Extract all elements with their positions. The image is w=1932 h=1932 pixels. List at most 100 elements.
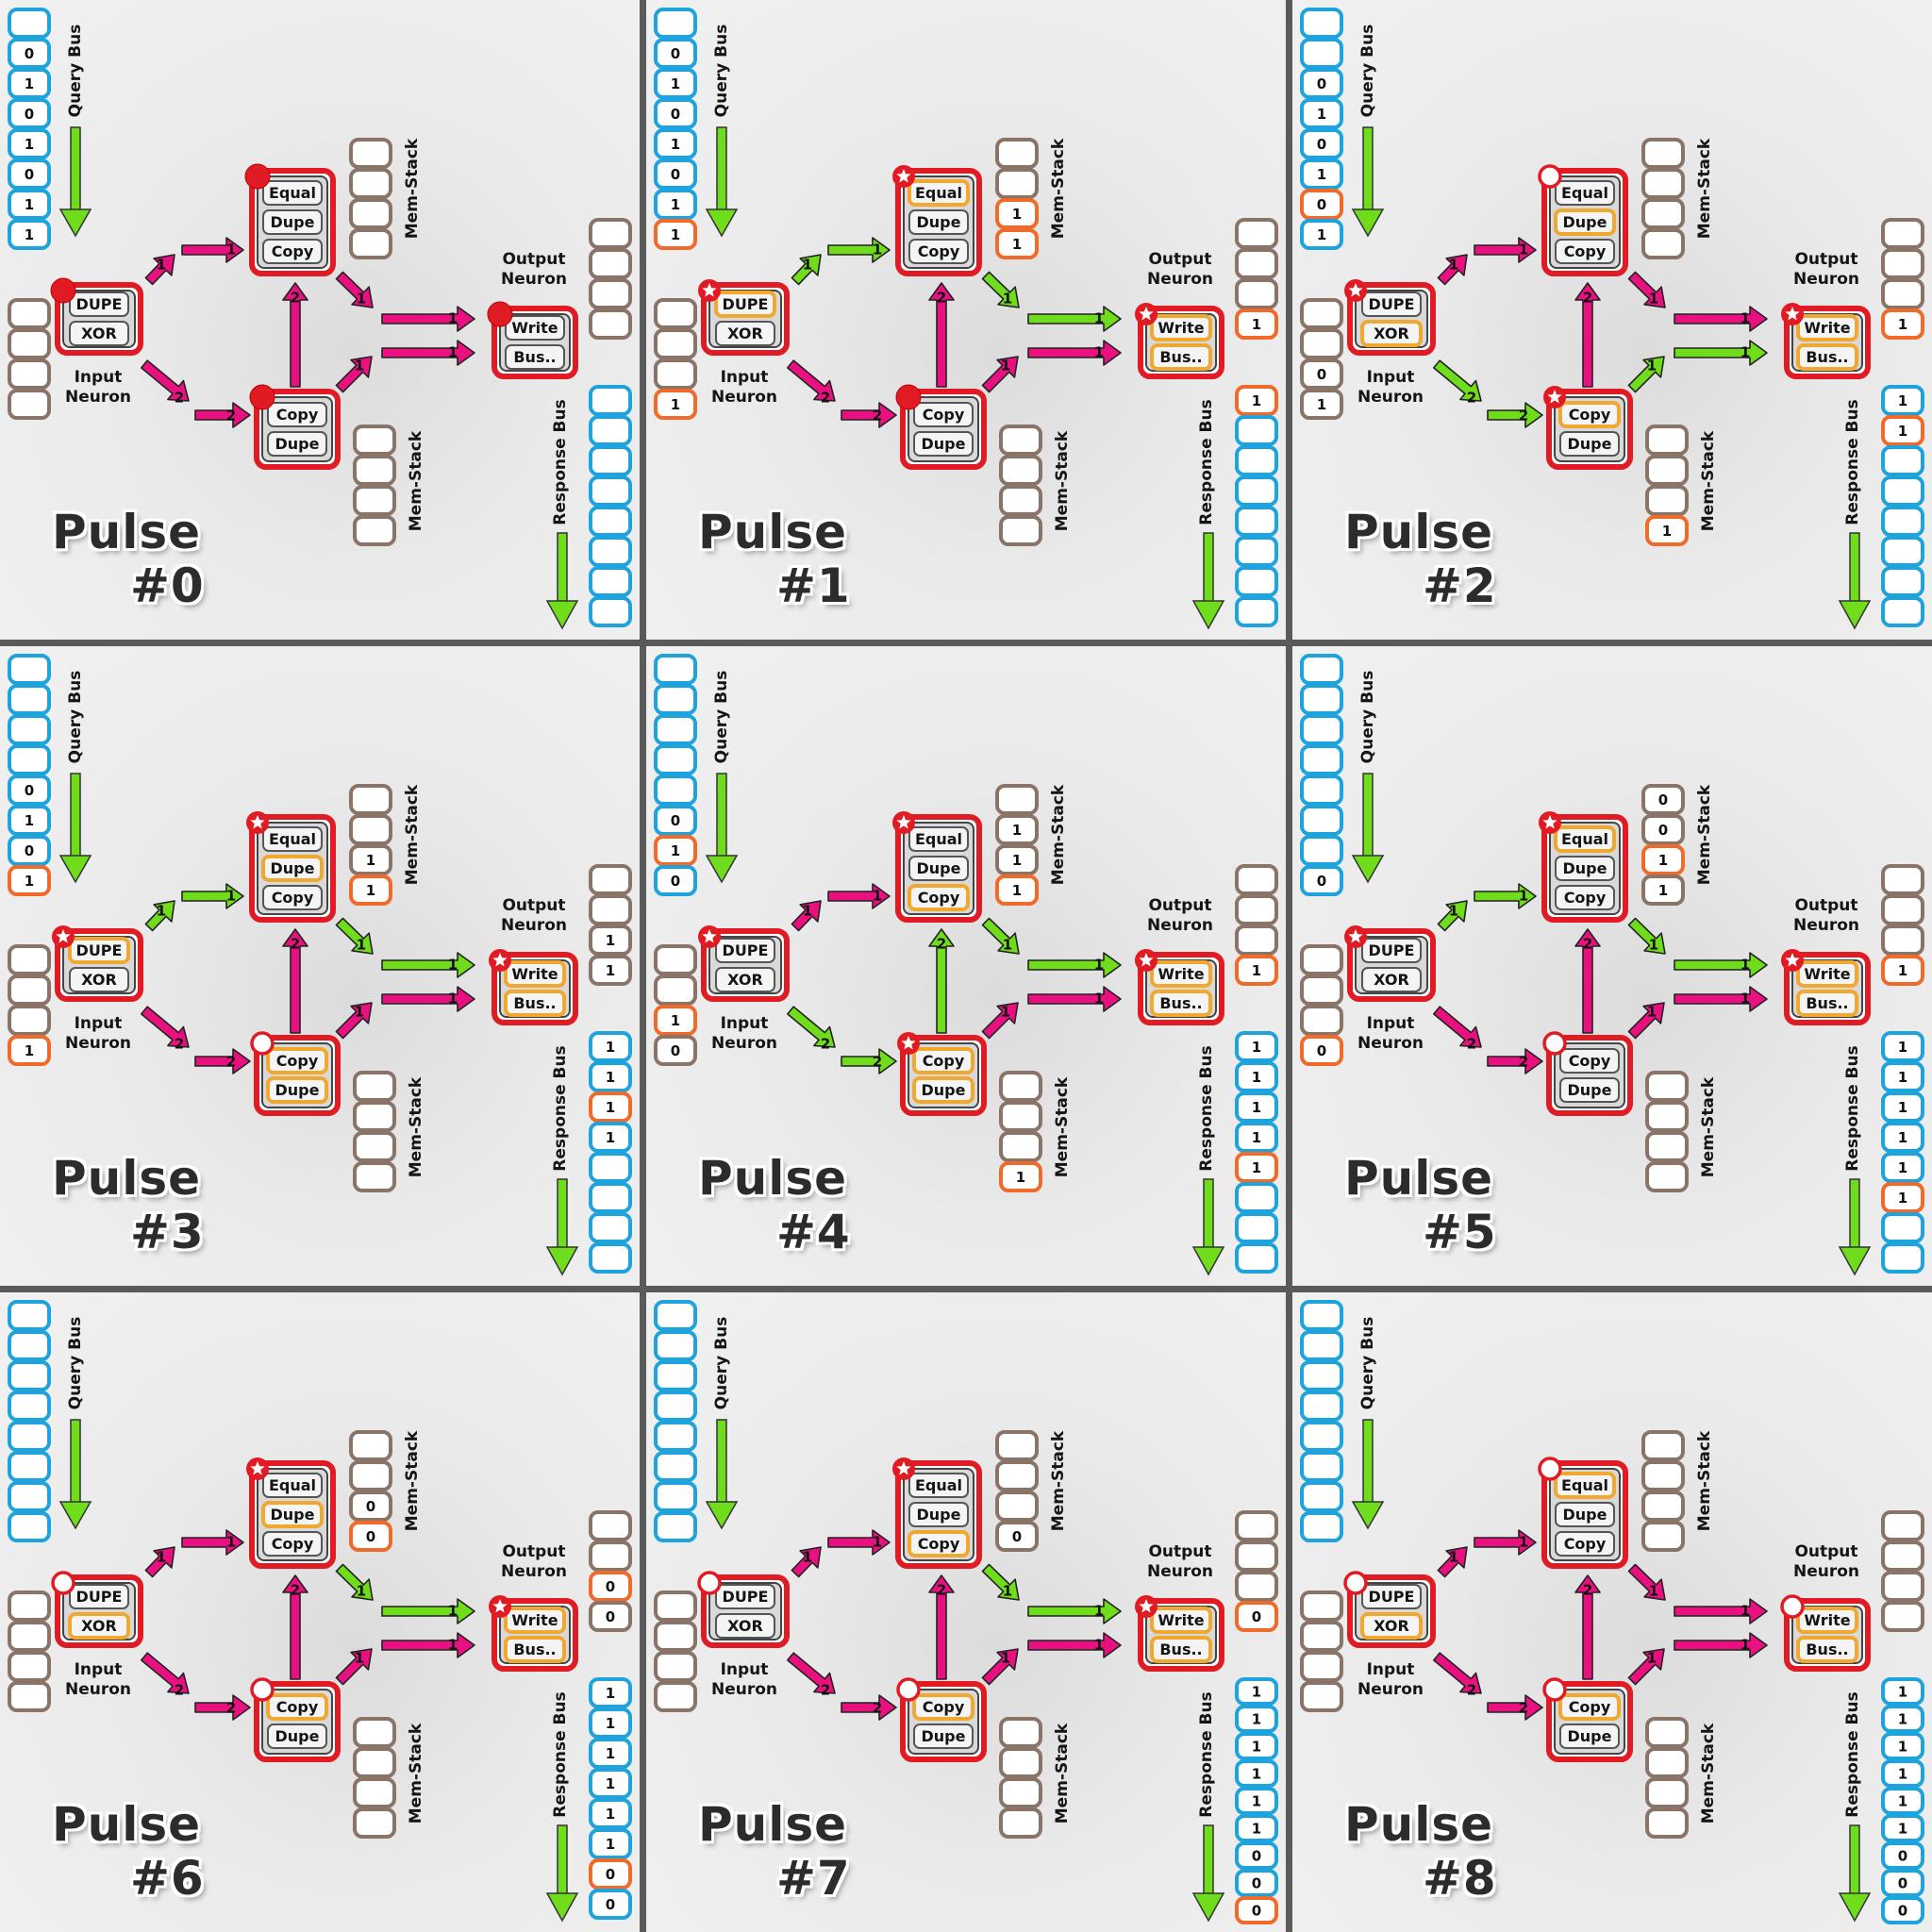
pulse-diagram: Query BusDUPEXORInputNeuronEqualDupeCopy… bbox=[1300, 1300, 1924, 1924]
bottom-neuron-op-copy bbox=[912, 1047, 974, 1074]
output-neuron-op-write bbox=[1150, 314, 1212, 341]
top-mem-stack-cell bbox=[995, 814, 1039, 845]
input-neuron-op-label: DUPE bbox=[723, 941, 769, 959]
bottom-mem-stack-cell bbox=[999, 1131, 1042, 1162]
top-neuron-op-label: Copy bbox=[1564, 1535, 1607, 1553]
output-neuron-op-label: Bus.. bbox=[1806, 348, 1848, 366]
arrow-label: 2 bbox=[1583, 1582, 1592, 1599]
arrow-bottom-to-top bbox=[928, 1574, 955, 1680]
input-neuron-op-label: XOR bbox=[727, 325, 763, 342]
query-bus: 0 1 0 bbox=[654, 654, 697, 896]
bottom-mem-stack-cell bbox=[1645, 1807, 1689, 1839]
response-bus-cell bbox=[1881, 596, 1924, 627]
bottom-mem-stack-cell bbox=[999, 1071, 1042, 1102]
output-stack-cell-value: 1 bbox=[1898, 962, 1907, 979]
arrow-input-to-bottom-b bbox=[841, 402, 897, 428]
response-bus-cell-value: 1 bbox=[1898, 1739, 1907, 1756]
arrow-label: 2 bbox=[226, 408, 236, 425]
output-neuron-status-icon-star bbox=[1139, 953, 1154, 967]
output-stack-cell-value: 1 bbox=[606, 932, 615, 949]
top-mem-stack: 00 bbox=[349, 1430, 392, 1552]
bottom-neuron-op-dupe bbox=[266, 1076, 328, 1104]
input-neuron-status-icon bbox=[50, 277, 76, 304]
input-stack-cell bbox=[654, 1621, 697, 1652]
arrow-input-to-top-b-shape bbox=[181, 883, 244, 909]
bottom-mem-stack-cell bbox=[999, 1161, 1042, 1192]
arrow-input-to-bottom-b bbox=[1487, 1048, 1543, 1074]
pulse-number: #7 bbox=[776, 1851, 851, 1906]
arrow-input-to-top-b-shape bbox=[1474, 883, 1537, 909]
response-bus-cell bbox=[1235, 1705, 1278, 1733]
arrow-top-to-output-a bbox=[1627, 917, 1666, 955]
response-bus-cell bbox=[1881, 1896, 1924, 1924]
arrow-label: 1 bbox=[1449, 257, 1458, 274]
bottom-neuron-op-copy bbox=[267, 402, 327, 427]
response-bus-cell bbox=[589, 1182, 632, 1213]
arrow-input-to-top-a-shape bbox=[1437, 1546, 1468, 1578]
output-neuron-op-label: Bus.. bbox=[1159, 994, 1202, 1012]
response-bus-cell bbox=[1881, 1787, 1924, 1815]
response-bus-cell bbox=[589, 1768, 632, 1799]
input-neuron-op-label: XOR bbox=[81, 971, 117, 989]
top-mem-stack-cell-value: 1 bbox=[366, 882, 375, 899]
response-bus-cell bbox=[589, 1242, 632, 1274]
arrow-label: 2 bbox=[291, 1582, 300, 1599]
arrow-input-to-bottom-a-shape bbox=[141, 359, 190, 402]
bottom-mem-stack-cell bbox=[1645, 1717, 1689, 1748]
arrow-label: 1 bbox=[1094, 310, 1104, 327]
bottom-mem-stack-cell bbox=[353, 425, 396, 456]
top-neuron-op-dupe bbox=[908, 856, 969, 881]
output-neuron-op-label: Bus.. bbox=[513, 994, 556, 1012]
input-stack-cell bbox=[1300, 1681, 1343, 1712]
bottom-mem-stack-label: Mem-Stack bbox=[1053, 1076, 1072, 1177]
arrow-label: 1 bbox=[1519, 242, 1528, 258]
output-neuron-label: Output bbox=[1794, 250, 1857, 269]
output-stack-cell bbox=[1881, 1601, 1924, 1632]
query-bus-label: Query Bus bbox=[66, 25, 85, 118]
arrow-bottom-to-output-a bbox=[335, 1002, 373, 1040]
pulse-number: #0 bbox=[130, 558, 205, 613]
top-neuron-op-label: Dupe bbox=[1563, 213, 1607, 231]
bottom-mem-stack-cell bbox=[1645, 1161, 1689, 1192]
bottom-mem-stack-cell bbox=[999, 1101, 1042, 1132]
response-bus-cell bbox=[1881, 1212, 1924, 1243]
response-bus-cell bbox=[589, 1707, 632, 1739]
query-bus-arrow-head bbox=[58, 208, 92, 238]
input-stack-cell bbox=[8, 298, 51, 329]
arrow-input-to-top-a bbox=[1437, 900, 1468, 932]
input-stack-cell bbox=[654, 1005, 697, 1036]
query-bus-arrow-shaft bbox=[70, 1419, 81, 1506]
bottom-neuron-op-copy bbox=[266, 1047, 328, 1074]
query-bus-cell-value: 0 bbox=[25, 166, 34, 183]
arrow-top-to-output-a bbox=[981, 917, 1020, 955]
query-bus-cell bbox=[1300, 835, 1343, 866]
query-bus-cell bbox=[8, 219, 51, 250]
top-mem-stack-label: Mem-Stack bbox=[403, 138, 422, 239]
response-bus-cell bbox=[589, 1212, 632, 1243]
output-stack-cell bbox=[1235, 1541, 1278, 1572]
query-bus-cell-value: 0 bbox=[25, 782, 34, 799]
arrow-label: 1 bbox=[1647, 1650, 1657, 1667]
output-neuron-status-icon-star bbox=[1785, 953, 1800, 967]
response-bus-cell bbox=[589, 1091, 632, 1123]
input-neuron-op-label: XOR bbox=[81, 1617, 117, 1635]
top-mem-stack-cell bbox=[349, 1521, 392, 1552]
arrow-top-to-output-b bbox=[1027, 306, 1122, 332]
response-bus-cell bbox=[1235, 1152, 1278, 1183]
input-stack-cell bbox=[1300, 974, 1343, 1006]
arrow-bottom-to-top-shape bbox=[1574, 1574, 1601, 1680]
arrow-input-to-top-a-shape bbox=[144, 254, 175, 286]
output-stack: 1 bbox=[1881, 864, 1924, 986]
query-bus-cell-value: 0 bbox=[1317, 75, 1326, 92]
arrow-bottom-to-top-shape bbox=[282, 282, 308, 388]
top-neuron-op-label: Dupe bbox=[917, 859, 961, 877]
arrow-bottom-to-output-b-shape bbox=[1674, 340, 1768, 366]
response-bus-label: Response Bus bbox=[1197, 1045, 1216, 1171]
response-bus bbox=[589, 385, 632, 627]
arrow-label: 1 bbox=[157, 1549, 166, 1566]
input-stack-cell-value: 1 bbox=[671, 1012, 680, 1029]
query-bus-cell-value: 1 bbox=[25, 196, 34, 213]
arrow-input-to-bottom-a-shape bbox=[787, 1006, 836, 1048]
arrow-label: 1 bbox=[1740, 1603, 1750, 1620]
query-bus-cell bbox=[8, 835, 51, 866]
